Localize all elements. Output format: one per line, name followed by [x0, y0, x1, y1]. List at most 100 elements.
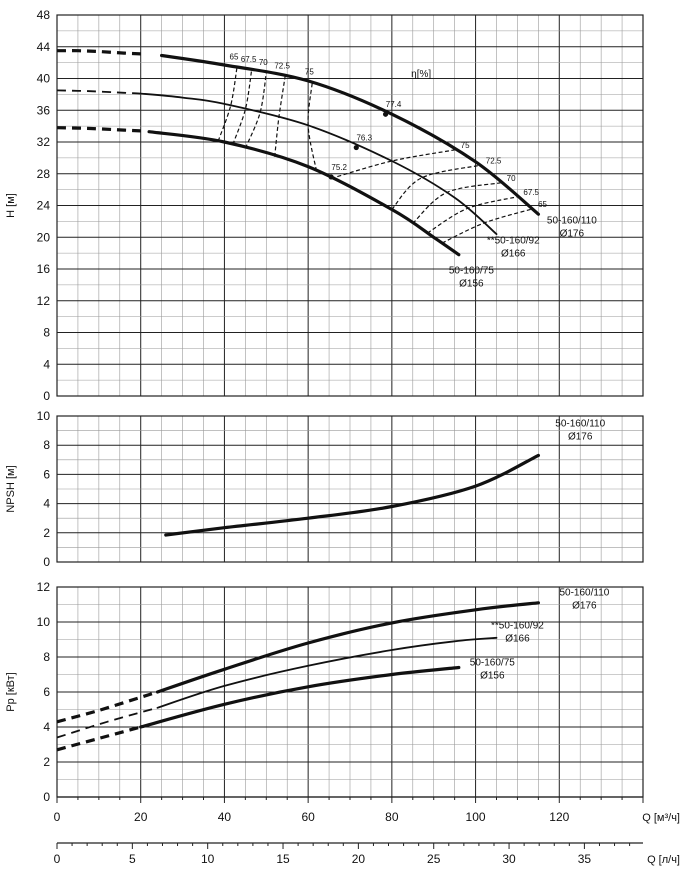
efficiency-isoline	[412, 182, 501, 224]
efficiency-isoline	[217, 67, 238, 142]
curve-dashed-segment	[56, 690, 158, 724]
curve-diameter-label: Ø166	[505, 634, 530, 645]
efficiency-title: η[%]	[411, 69, 431, 80]
curve-diameter-label: Ø156	[480, 670, 505, 681]
x-tick-label: 20	[134, 810, 148, 824]
y-tick-label: 6	[43, 685, 50, 699]
bep-point	[328, 174, 334, 180]
y-tick-label: 2	[43, 755, 50, 769]
performance-curve	[155, 601, 540, 694]
curve-dashed-segment	[56, 725, 142, 752]
efficiency-isoline	[391, 164, 480, 210]
plot-frame	[56, 415, 644, 563]
bep-label: 77.4	[386, 100, 402, 109]
y-tick-label: 32	[37, 135, 51, 149]
y-tick-label: 20	[37, 230, 51, 244]
y-axis-title: H [м]	[5, 193, 17, 218]
y-tick-label: 10	[37, 409, 51, 423]
y-tick-label: 24	[37, 199, 51, 213]
x-tick-label: 5	[129, 852, 136, 866]
curve-label: 50-160/75	[449, 265, 494, 276]
y-tick-label: 12	[37, 580, 51, 594]
npsh-curve	[164, 453, 540, 537]
y-tick-label: 12	[37, 294, 51, 308]
curve-label: 50-160/110	[547, 215, 597, 226]
curve-label: 50-160/75	[470, 657, 515, 668]
y-axis-title: NPSH [м]	[5, 465, 17, 512]
efficiency-label: 72.5	[274, 62, 290, 71]
npsh-panel: 0 2 4 6 8 10 50-160/110 Ø176 NPSH [м]	[5, 409, 644, 569]
curve-dashed-segment	[56, 706, 158, 739]
efficiency-label: 67.5	[241, 55, 257, 64]
efficiency-isolines-left: 65 67.5 70 72.5 75	[217, 52, 318, 172]
y-tick-label: 4	[43, 357, 50, 371]
x-tick-label: 120	[549, 810, 569, 824]
y-tick-label: 28	[37, 167, 51, 181]
performance-curve	[160, 53, 540, 216]
y-tick-label: 8	[43, 326, 50, 340]
y-tick-label: 4	[43, 720, 50, 734]
y-tick-label: 0	[43, 790, 50, 804]
efficiency-label: 70	[259, 58, 268, 67]
x-tick-label: 0	[54, 852, 61, 866]
y-tick-label: 4	[43, 497, 50, 511]
y-tick-label: 40	[37, 72, 51, 86]
x-tick-label: 30	[502, 852, 516, 866]
efficiency-isoline	[274, 76, 286, 157]
efficiency-isoline	[441, 208, 533, 244]
grid	[56, 415, 644, 563]
y-tick-label: 8	[43, 438, 50, 452]
grid	[56, 14, 644, 397]
curve-diameter-label: Ø156	[459, 278, 484, 289]
performance-curve	[139, 92, 498, 235]
x-tick-label: 25	[427, 852, 441, 866]
efficiency-isoline	[307, 82, 318, 172]
y-tick-label: 16	[37, 262, 51, 276]
x-tick-label: 35	[578, 852, 592, 866]
curve-label: 50-160/110	[559, 587, 609, 598]
power-panel: 0 2 4 6 8 10 12 50-160/110 Ø176 **50-160/92 Ø166 50…	[5, 580, 644, 804]
curve-label: **50-160/92	[487, 235, 540, 246]
curve-label: 50-160/110	[555, 419, 605, 430]
curve-diameter-label: Ø176	[568, 432, 593, 443]
efficiency-isoline	[244, 72, 267, 149]
bep-point	[382, 111, 389, 117]
x-tick-label: 15	[276, 852, 290, 866]
bep-point	[353, 144, 359, 151]
x-tick-label: 0	[54, 810, 61, 824]
y-tick-label: 36	[37, 103, 51, 117]
x-axis-title: Q [л/ч]	[647, 854, 680, 866]
y-tick-label: 6	[43, 467, 50, 481]
x-tick-label: 10	[201, 852, 215, 866]
performance-curve	[139, 665, 461, 729]
x-tick-label: 100	[466, 810, 486, 824]
efficiency-label: 70	[507, 174, 516, 183]
grid	[56, 586, 644, 798]
bep-label: 76.3	[356, 134, 372, 143]
efficiency-isoline	[331, 149, 455, 179]
curve-diameter-label: Ø176	[560, 228, 585, 239]
efficiency-isoline	[427, 196, 518, 234]
efficiency-label: 67.5	[523, 188, 539, 197]
x-tick-label: 40	[218, 810, 232, 824]
y-tick-label: 48	[37, 8, 51, 22]
x-tick-label: 60	[301, 810, 315, 824]
efficiency-label: 65	[538, 200, 547, 209]
efficiency-label: 75	[461, 141, 470, 150]
bep-label: 75.2	[331, 163, 347, 172]
y-tick-label: 0	[43, 389, 50, 403]
x-axis-title: Q [м³/ч]	[642, 812, 680, 824]
efficiency-label: 75	[305, 68, 314, 77]
curve-diameter-label: Ø166	[501, 248, 526, 259]
y-tick-label: 2	[43, 526, 50, 540]
x-tick-label: 20	[352, 852, 366, 866]
y-tick-label: 10	[37, 615, 51, 629]
efficiency-label: 65	[230, 52, 239, 61]
curve-dashed-segment	[56, 126, 141, 133]
curve-diameter-label: Ø176	[572, 600, 597, 611]
q-m3h-axis: 0 20 40 60 80 100 120 Q [м³/ч]	[54, 796, 680, 824]
y-tick-label: 0	[43, 555, 50, 569]
efficiency-isoline	[232, 70, 253, 145]
